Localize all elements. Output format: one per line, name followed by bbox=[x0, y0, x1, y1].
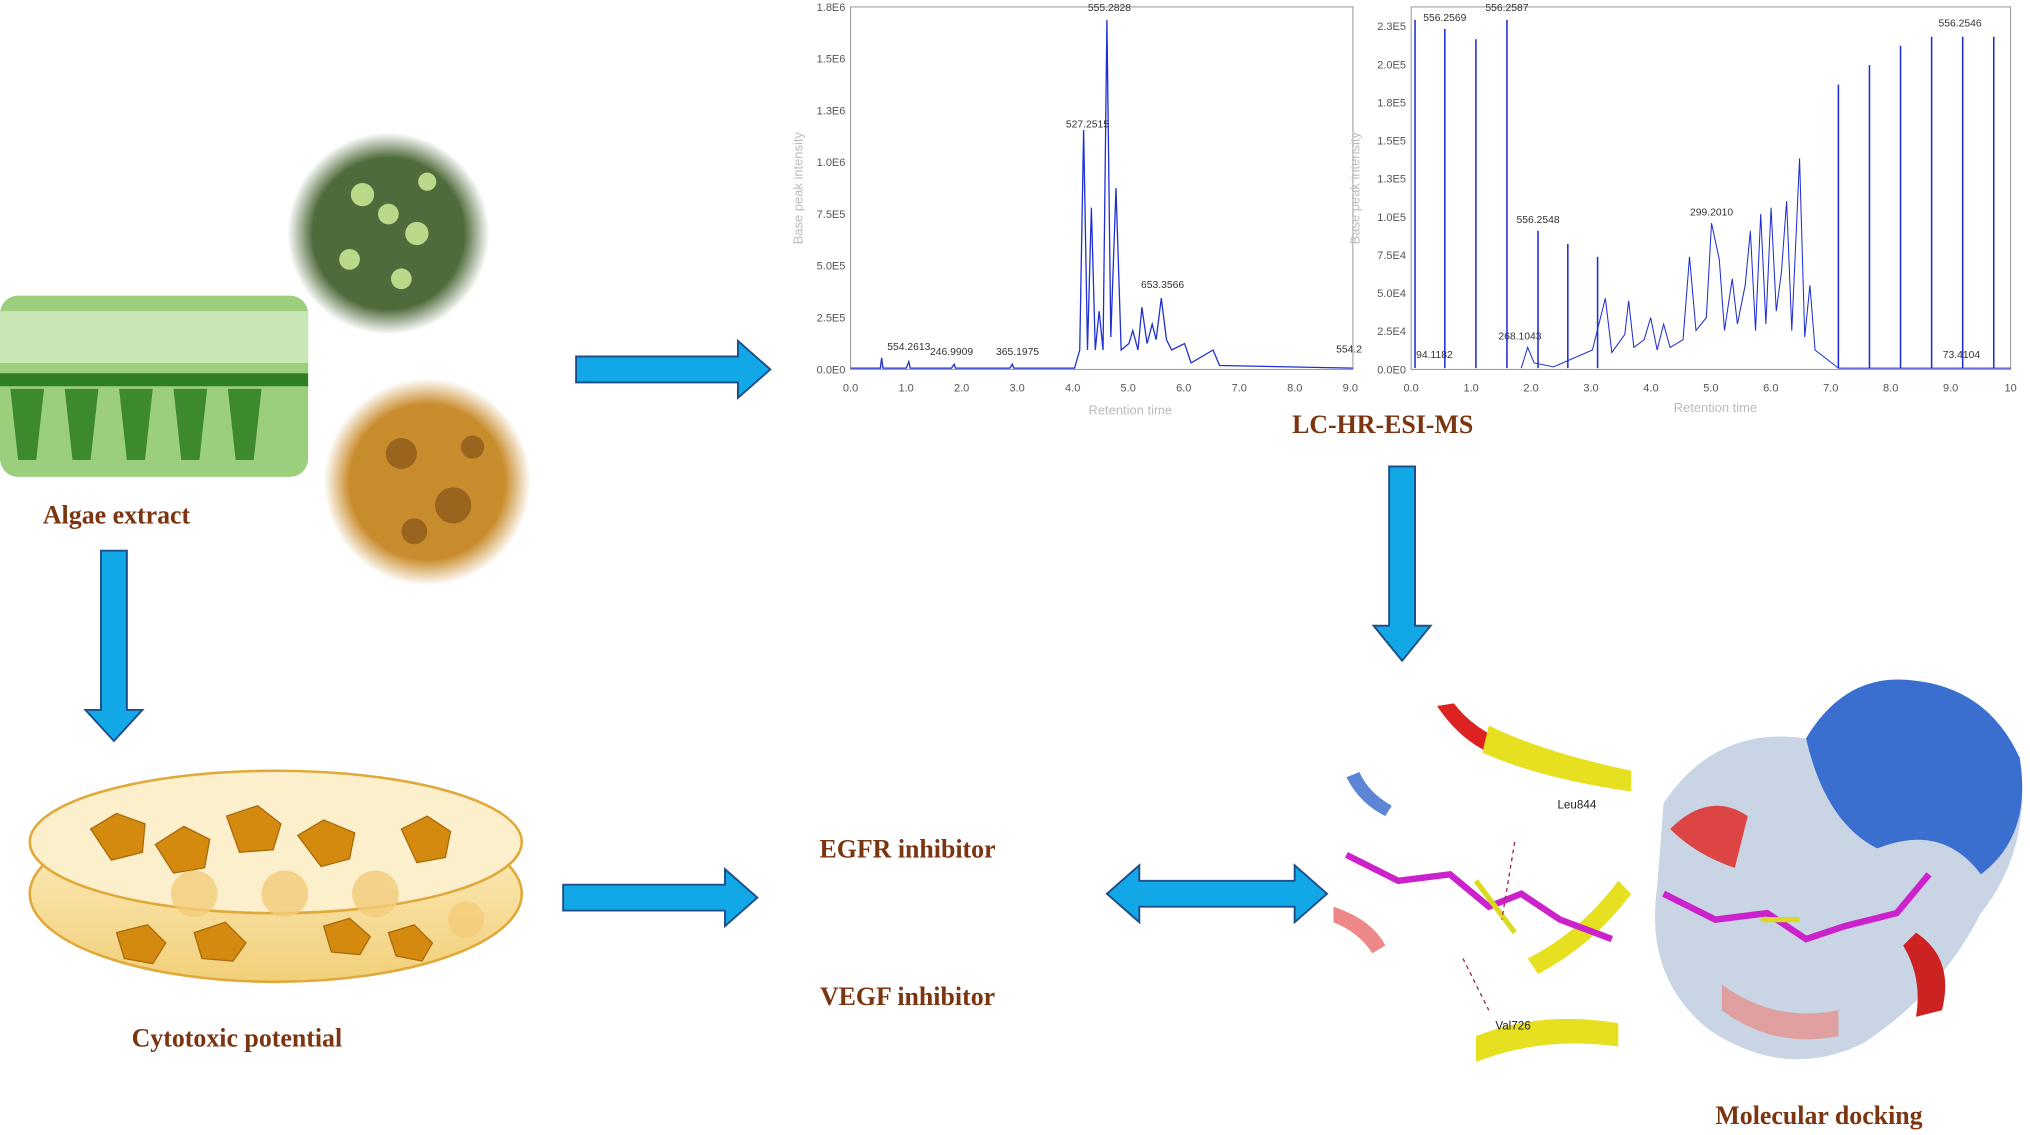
y-tick-label: 7.5E5 bbox=[817, 209, 846, 221]
docking-surface bbox=[1654, 679, 2023, 1060]
arrow-down bbox=[83, 549, 145, 743]
tube-strip bbox=[0, 295, 309, 477]
y-tick-label: 2.3E5 bbox=[1377, 21, 1406, 33]
y-tick-label: 1.5E5 bbox=[1377, 136, 1406, 148]
x-tick-label: 10 bbox=[2004, 382, 2016, 394]
y-axis-label: Base peak intensity bbox=[1347, 132, 1362, 245]
y-tick-label: 1.8E5 bbox=[1377, 97, 1406, 109]
y-tick-label: 2.5E5 bbox=[817, 313, 846, 325]
y-tick-label: 2.0E5 bbox=[1377, 59, 1406, 71]
peak-label: 527.2515 bbox=[1066, 119, 1109, 130]
arrow-down bbox=[1371, 465, 1433, 663]
algae-label: Algae extract bbox=[43, 500, 191, 529]
chromatogram: Base peak intensity Retention time 556.2… bbox=[1347, 3, 2016, 415]
x-tick-label: 8.0 bbox=[1883, 382, 1898, 394]
arrow-right bbox=[575, 338, 772, 401]
petri-dish bbox=[28, 769, 524, 984]
x-axis-label: Retention time bbox=[1674, 400, 1757, 415]
x-tick-label: 2.0 bbox=[954, 382, 969, 394]
x-tick-label: 5.0 bbox=[1121, 382, 1136, 394]
y-tick-label: 0.0E0 bbox=[817, 364, 846, 376]
peak-label: 556.2587 bbox=[1485, 3, 1528, 14]
residue-label: Val726 bbox=[1495, 1020, 1530, 1033]
peak-label: 653.3566 bbox=[1141, 280, 1184, 291]
peak-label: 268.1043 bbox=[1498, 332, 1541, 343]
x-tick-label: 6.0 bbox=[1176, 382, 1191, 394]
x-tick-label: 3.0 bbox=[1583, 382, 1598, 394]
algae-photo bbox=[287, 132, 531, 586]
peak-label: 556.2546 bbox=[1939, 18, 1982, 29]
x-tick-label: 1.0 bbox=[898, 382, 913, 394]
x-tick-label: 7.0 bbox=[1232, 382, 1247, 394]
x-tick-label: 4.0 bbox=[1065, 382, 1080, 394]
x-tick-label: 5.0 bbox=[1703, 382, 1718, 394]
x-tick-label: 8.0 bbox=[1287, 382, 1302, 394]
x-tick-label: 4.0 bbox=[1643, 382, 1658, 394]
peak-label: 555.2828 bbox=[1088, 3, 1131, 14]
peak-label: 246.9909 bbox=[930, 347, 973, 358]
y-tick-label: 1.3E6 bbox=[817, 105, 846, 117]
arrow-double bbox=[1105, 863, 1329, 925]
y-tick-label: 1.3E5 bbox=[1377, 174, 1406, 186]
peak-label: 299.2010 bbox=[1690, 207, 1733, 218]
peak-label: 554.2 bbox=[1336, 345, 1362, 356]
y-tick-label: 1.5E6 bbox=[817, 54, 846, 66]
x-tick-label: 0.0 bbox=[1404, 382, 1419, 394]
x-tick-label: 6.0 bbox=[1763, 382, 1778, 394]
x-tick-label: 2.0 bbox=[1523, 382, 1538, 394]
cytotoxic-label: Cytotoxic potential bbox=[132, 1024, 343, 1053]
lcms-label: LC-HR-ESI-MS bbox=[1292, 410, 1473, 439]
y-axis-label: Base peak intensity bbox=[791, 132, 806, 245]
x-tick-label: 9.0 bbox=[1343, 382, 1358, 394]
y-tick-label: 5.0E5 bbox=[817, 261, 846, 273]
y-tick-label: 5.0E4 bbox=[1377, 288, 1406, 300]
y-tick-label: 1.0E5 bbox=[1377, 212, 1406, 224]
y-tick-label: 0.0E0 bbox=[1377, 364, 1406, 376]
x-tick-label: 3.0 bbox=[1010, 382, 1025, 394]
docking-ribbons: Leu844 Val726 bbox=[1333, 699, 1632, 1082]
peak-label: 556.2569 bbox=[1423, 13, 1466, 24]
peak-label: 556.2548 bbox=[1516, 215, 1559, 226]
peak-label: 554.2613 bbox=[887, 342, 930, 353]
y-tick-label: 2.5E4 bbox=[1377, 326, 1406, 338]
vegf-label: VEGF inhibitor bbox=[820, 982, 995, 1011]
x-axis-label: Retention time bbox=[1089, 403, 1172, 418]
peak-label: 73.4104 bbox=[1943, 350, 1981, 361]
y-tick-label: 7.5E4 bbox=[1377, 250, 1406, 262]
peak-label: 365.1975 bbox=[996, 347, 1039, 358]
peak-label: 94.1182 bbox=[1416, 350, 1453, 361]
x-tick-label: 0.0 bbox=[843, 382, 858, 394]
x-tick-label: 9.0 bbox=[1943, 382, 1958, 394]
residue-label: Leu844 bbox=[1557, 798, 1596, 811]
x-tick-label: 1.0 bbox=[1463, 382, 1478, 394]
y-tick-label: 1.8E6 bbox=[817, 2, 846, 14]
docking-label: Molecular docking bbox=[1715, 1101, 1922, 1130]
arrow-right bbox=[562, 867, 759, 929]
x-tick-label: 7.0 bbox=[1823, 382, 1838, 394]
egfr-label: EGFR inhibitor bbox=[819, 835, 995, 864]
y-tick-label: 1.0E6 bbox=[817, 157, 846, 169]
chromatogram: Base peak intensity Retention time 554.2… bbox=[791, 2, 1363, 418]
